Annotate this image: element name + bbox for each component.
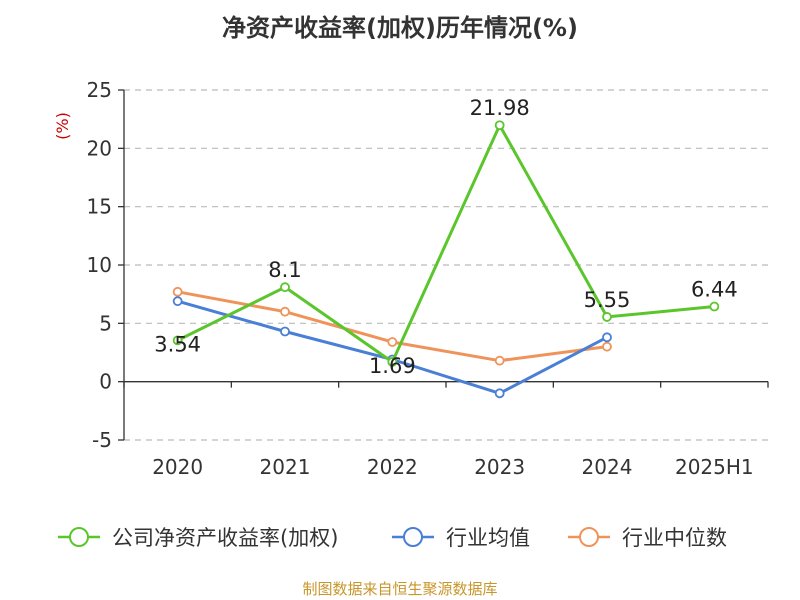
data-point (494, 388, 505, 399)
data-point (280, 306, 290, 317)
gridlines (124, 89, 768, 441)
data-point (494, 355, 505, 366)
legend-marker-icon (403, 527, 423, 547)
data-point (387, 357, 398, 367)
series-line (176, 290, 609, 363)
y-axis-unit-label: (%) (53, 112, 72, 140)
y-tick-label: 0 (99, 370, 112, 394)
x-tick-label: 2022 (367, 455, 418, 479)
legend-item: 公司净资产收益率(加权) (58, 526, 338, 550)
data-point (494, 120, 505, 131)
y-tick-label: 5 (99, 311, 112, 335)
data-label: 1.69 (369, 354, 416, 378)
source-note: 制图数据来自恒生聚源数据库 (302, 580, 498, 598)
legend-item: 行业均值 (392, 526, 530, 550)
data-point (280, 326, 290, 337)
data-point (172, 286, 183, 297)
legend-marker-icon (69, 527, 89, 547)
y-tick-label: 20 (87, 136, 112, 160)
data-label: 21.98 (470, 96, 530, 120)
chart-title: 净资产收益率(加权)历年情况(%) (222, 14, 578, 42)
data-label: 8.1 (268, 258, 301, 282)
y-tick-label: 25 (87, 78, 112, 102)
legend-label: 公司净资产收益率(加权) (112, 526, 338, 550)
data-labels: 3.54 8.1 1.69 21.98 5.55 6.44 (154, 96, 737, 378)
x-tick-label: 2024 (582, 455, 633, 479)
data-point (602, 341, 612, 352)
x-tick-label: 2025H1 (675, 455, 754, 479)
data-label: 3.54 (154, 332, 201, 356)
legend-item: 行业中位数 (568, 526, 727, 550)
legend-label: 行业中位数 (622, 526, 727, 550)
y-tick-label: -5 (92, 428, 112, 452)
data-point (172, 335, 183, 346)
legend: 公司净资产收益率(加权) 行业均值 行业中位数 (58, 526, 727, 550)
data-label: 5.55 (584, 288, 631, 312)
series-line (176, 123, 716, 364)
x-tick-label: 2021 (260, 455, 311, 479)
legend-label: 行业均值 (446, 526, 530, 550)
data-point (172, 296, 183, 307)
data-point (387, 337, 398, 347)
data-point (709, 301, 720, 312)
x-tick-label: 2023 (474, 455, 525, 479)
x-tick-label: 2020 (152, 455, 203, 479)
axes: -5 0 5 10 15 20 25 2020 2021 2022 2023 2024 2025H1 (87, 78, 769, 479)
y-tick-label: 15 (87, 195, 112, 219)
data-label: 6.44 (691, 278, 738, 302)
data-point (602, 332, 612, 343)
legend-marker-icon (579, 527, 599, 547)
data-point (602, 312, 612, 322)
series-lines (172, 120, 720, 399)
series-line (176, 299, 609, 395)
y-tick-label: 10 (87, 253, 112, 277)
data-point (280, 282, 290, 293)
